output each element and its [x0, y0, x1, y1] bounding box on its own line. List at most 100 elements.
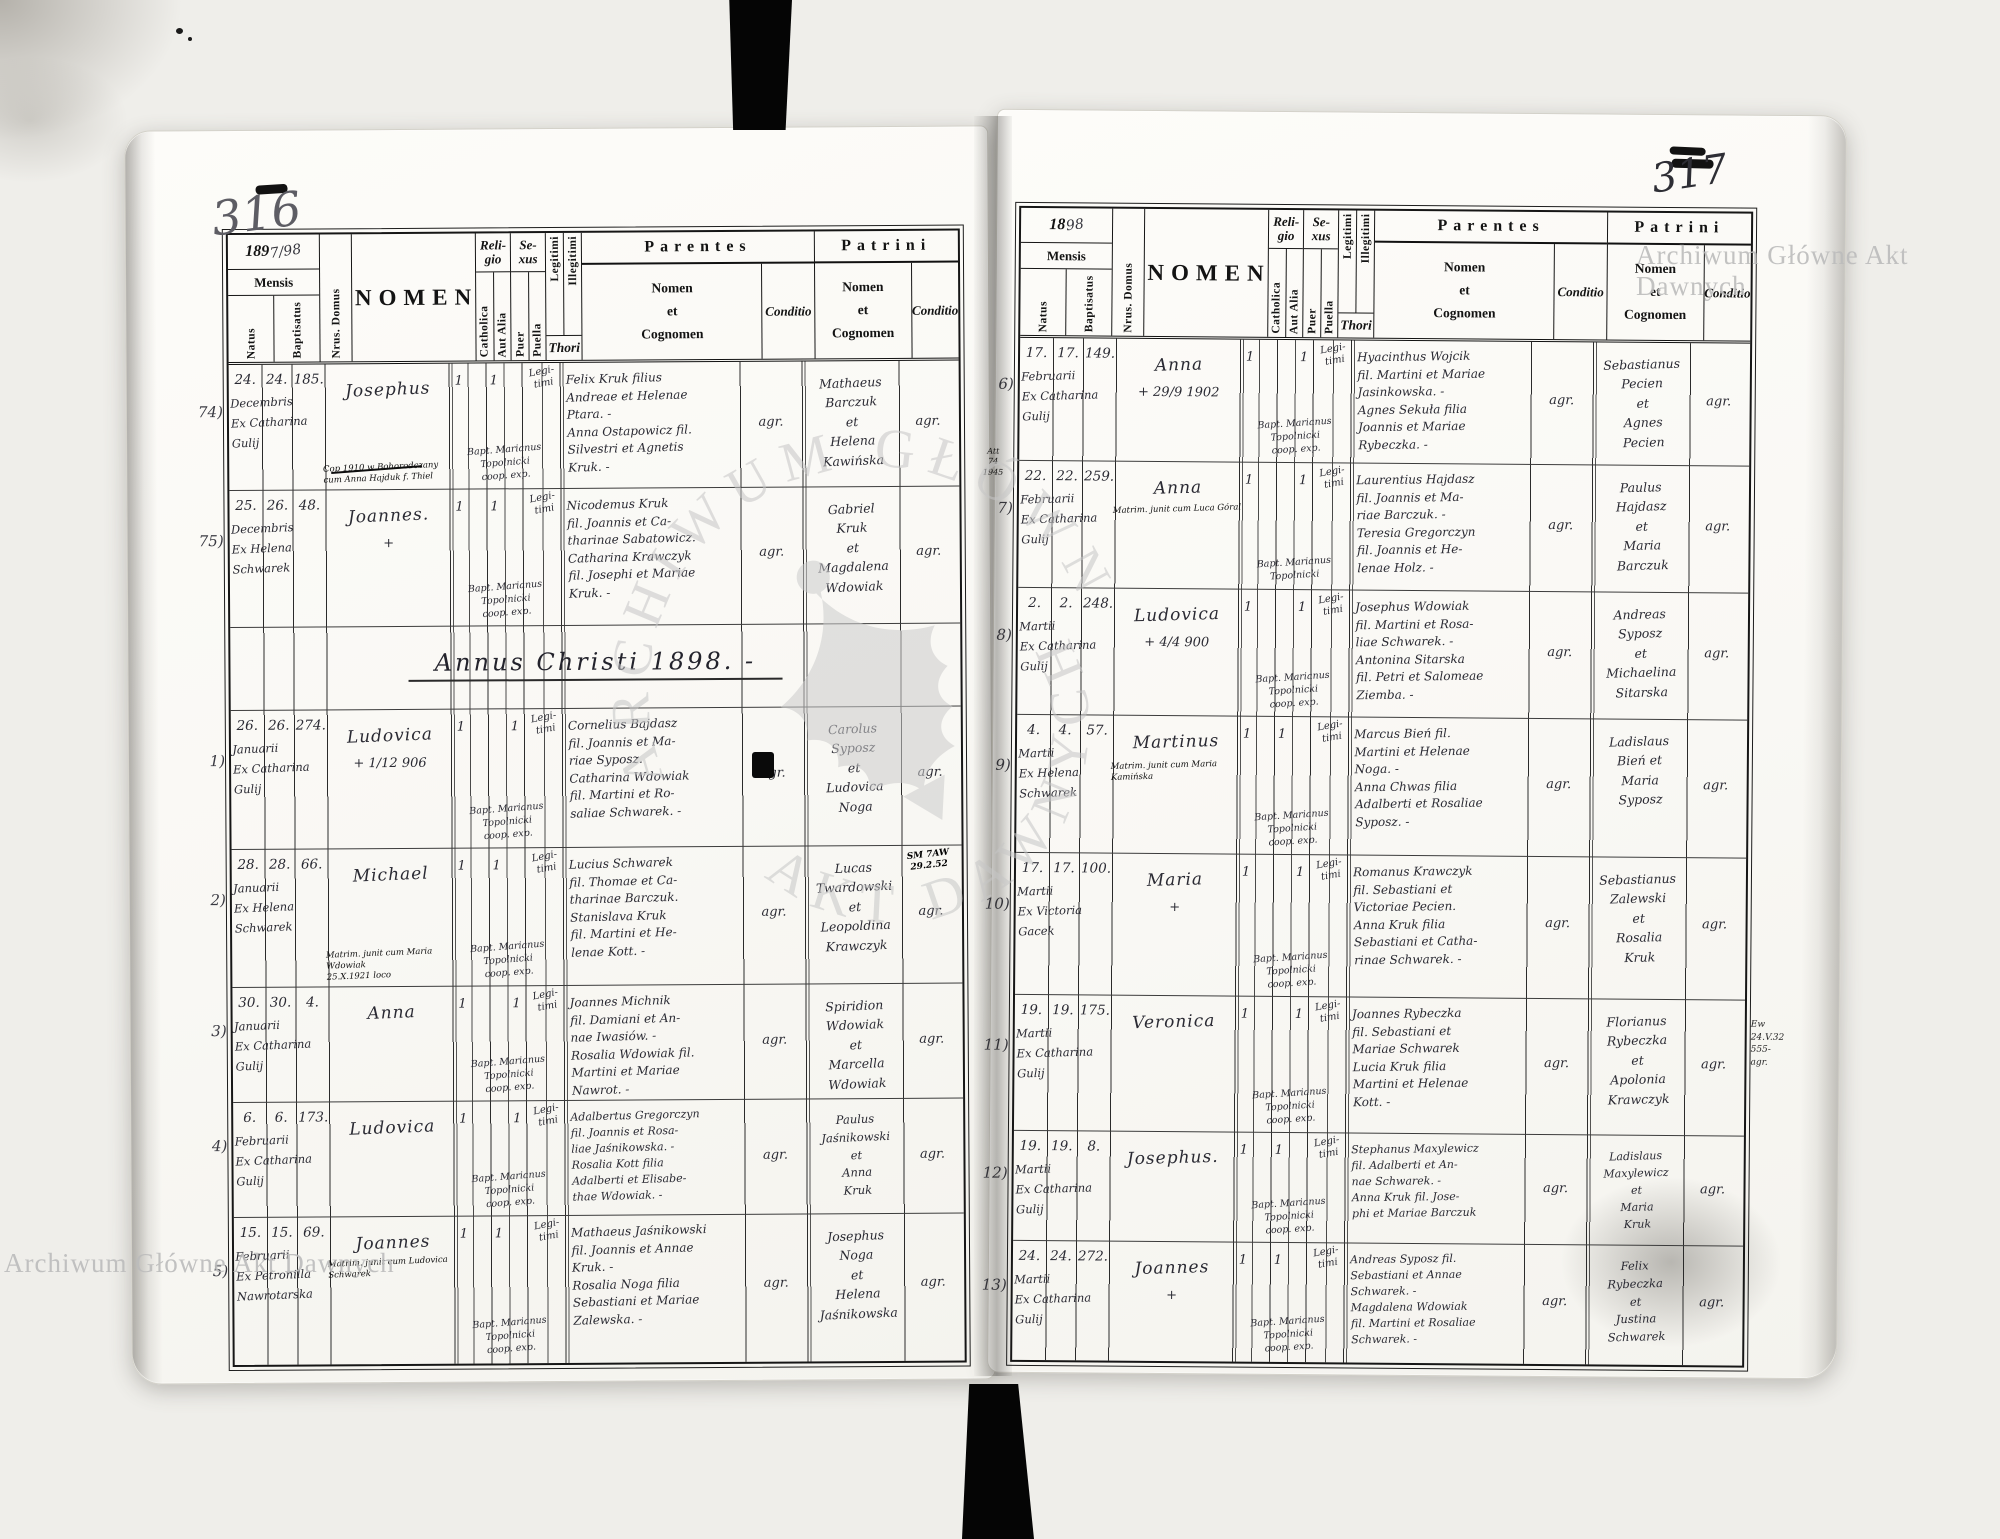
patrini-entry: Felix Rybeczka et Justina Schwarek: [1607, 1258, 1666, 1345]
parentes-conditio-value: agr.: [1548, 517, 1574, 534]
register-row: 8) 2. 2. 248. Martii Ex Catharina Gulij …: [996, 587, 1749, 721]
natus-day: 30.: [238, 994, 260, 1011]
death-cross: +: [383, 536, 395, 552]
natus-header: Natus: [1036, 300, 1050, 333]
baptisatus-day: 30.: [269, 994, 292, 1011]
month-and-midwife: Decembris Ex Helena Schwarek: [230, 520, 294, 577]
baptizing-priest: Bapt. Marianus Topolnicki: [1256, 555, 1332, 583]
nomen-header: NOMEN: [351, 233, 478, 362]
patrini-entry: Sebastianus Pecien et Agnes Pecien: [1603, 355, 1681, 450]
catholica-mark: 1: [1238, 1252, 1248, 1268]
month-and-midwife: Februarii Ex Petronilla Nawrotarska: [235, 1247, 314, 1304]
parentes-conditio-value: agr.: [761, 904, 787, 920]
parentes-nomen-cognomen-header: Nomen et Cognomen: [582, 263, 764, 360]
register-row: 11) 19. 19. 175. Martii Ex Catharina Gul…: [984, 994, 1784, 1137]
baptizing-priest: Bapt. Marianus Topolnicki coop. exp.: [1252, 949, 1328, 990]
patrini-entry: Paulus Hajdasz et Maria Barczuk: [1615, 479, 1669, 573]
patrini-entry: Sebastianus Zalewski et Rosalia Kruk: [1598, 870, 1677, 965]
thori-header: Thori: [1338, 312, 1374, 338]
natus-day: 15.: [239, 1224, 262, 1241]
sexus-mark: 1: [1277, 726, 1287, 742]
baptisatus-day: 26.: [266, 497, 289, 514]
natus-day: 26.: [236, 717, 259, 734]
sexus-mark: 1: [494, 1226, 504, 1242]
legitimi-entry: Legi- timi: [1313, 1134, 1341, 1161]
catholica-mark: 1: [459, 1111, 468, 1127]
legitimi-entry: Legi- timi: [1312, 1244, 1340, 1271]
patrini-conditio-value: agr.: [915, 413, 941, 429]
child-name: Maria: [1146, 869, 1204, 891]
sexus-mark: 1: [513, 1111, 522, 1127]
patrini-conditio-value: agr.: [919, 1031, 945, 1047]
catholica-mark: 1: [1241, 864, 1251, 880]
child-name: Anna: [367, 1002, 417, 1025]
child-name: Anna: [1153, 477, 1203, 499]
house-number: 8.: [1087, 1138, 1101, 1155]
month-and-midwife: Martii Ex Catharina Gulij: [1013, 1271, 1092, 1327]
house-number: 272.: [1077, 1248, 1109, 1265]
marginal-annotation: Cop 1910 w Bohorodczany cum Anna Hajduk …: [323, 459, 458, 487]
year-cell: 18 98: [1020, 207, 1113, 244]
child-name: Martinus: [1132, 730, 1220, 754]
month-and-midwife: Martii Ex Catharina Gulij: [1014, 1161, 1093, 1217]
baptizing-priest: Bapt. Marianus Topolnicki coop. exp.: [467, 578, 543, 620]
month-and-midwife: Januarii Ex Helena Schwarek: [232, 879, 295, 936]
baptizing-priest: Bapt. Marianus Topolnicki coop. exp.: [469, 938, 545, 980]
patrini-entry: Mathaeus Barczuk et Helena Kawińska: [818, 373, 885, 469]
child-name: Veronica: [1131, 1010, 1216, 1034]
legitimi-entry: Legi- timi: [532, 1101, 560, 1129]
child-name: Joannes: [1134, 1257, 1210, 1280]
register-row: 75) 25. 26. 48. Decembris Ex Helena Schw…: [199, 486, 961, 629]
parentes-conditio-value: agr.: [1543, 1055, 1570, 1071]
sexus-header: Se- xus: [1304, 210, 1339, 250]
parentes-entry: Nicodemus Kruk fil. Joannis et Ca- thari…: [566, 495, 696, 601]
row-number: 4): [211, 1137, 228, 1156]
register-row: Att 74 1945 7) 22. 22. 259. Februarii Ex…: [983, 447, 1750, 594]
legitimi-header: Legitimi: [1341, 213, 1354, 260]
natus-header: Natus: [244, 327, 258, 359]
legitimi-entry: Legi- timi: [531, 986, 559, 1014]
patrini-header: Patrini: [1607, 212, 1752, 246]
baptisatus-day: 4.: [1058, 722, 1072, 739]
year-handwritten: 98: [1065, 216, 1086, 235]
annus-heading-text: Annus Christi 1898. -: [408, 646, 783, 682]
religio-header: Reli- gio: [475, 233, 511, 273]
patrini-entry: Andreas Syposz et Michaelina Sitarska: [1605, 606, 1677, 700]
legitimi-entry: Legi- timi: [1318, 464, 1346, 491]
baptisatus-day: 19.: [1051, 1138, 1073, 1155]
parentes-conditio-value: agr.: [763, 1275, 789, 1291]
sexus-mark: 1: [489, 373, 498, 389]
house-number: 48.: [298, 497, 321, 514]
baptizing-priest: Bapt. Marianus Topolnicki coop. exp.: [1254, 807, 1329, 848]
patrini-conditio-value: agr.: [1704, 646, 1730, 662]
annus-heading: Annus Christi 1898. -: [270, 646, 920, 682]
nrus-domus-header: Nrus. Domus: [329, 288, 343, 359]
baptisatus-day: 24.: [1050, 1248, 1072, 1265]
month-and-midwife: Martii Ex Catharina Gulij: [1015, 1025, 1094, 1081]
baptisatus-day: 15.: [271, 1224, 293, 1241]
right-register-table: 18 98 Mensis Natus Baptisatus Nrus. Domu…: [982, 205, 1784, 1368]
child-name: Josephus.: [1126, 1146, 1219, 1170]
catholica-mark: 1: [1240, 1006, 1250, 1022]
baptizing-priest: Bapt. Marianus Topolnicki coop. exp.: [1250, 1195, 1326, 1236]
patrini-entry: Ladislaus Bień et Maria Syposz: [1608, 732, 1670, 808]
baptisatus-day: 28.: [268, 856, 291, 873]
baptisatus-day: 6.: [274, 1109, 288, 1126]
parentes-conditio-value: agr.: [1547, 644, 1573, 661]
nomen-header: NOMEN: [1144, 208, 1271, 337]
house-number: 100.: [1080, 860, 1112, 877]
child-name: Michael: [352, 863, 430, 887]
year-handwritten: 7/98: [269, 241, 303, 262]
row-number: 74): [197, 402, 223, 421]
patrini-conditio-header: Conditio: [911, 302, 959, 318]
row-number: 1): [209, 752, 226, 771]
month-and-midwife: Februarii Ex Catharina Gulij: [234, 1132, 313, 1189]
catholica-mark: 1: [455, 499, 464, 515]
register-row: 9) 4. 4. 57. Martii Ex Helena Schwarek M…: [995, 714, 1748, 859]
catholica-mark: 1: [1239, 1142, 1249, 1158]
house-number: 173.: [298, 1109, 329, 1126]
sexus-header: Se- xus: [511, 233, 546, 273]
sexus-mark: 1: [1274, 1142, 1284, 1158]
legitimi-entry: Legi- timi: [1317, 591, 1345, 618]
house-number: 248.: [1083, 595, 1114, 612]
